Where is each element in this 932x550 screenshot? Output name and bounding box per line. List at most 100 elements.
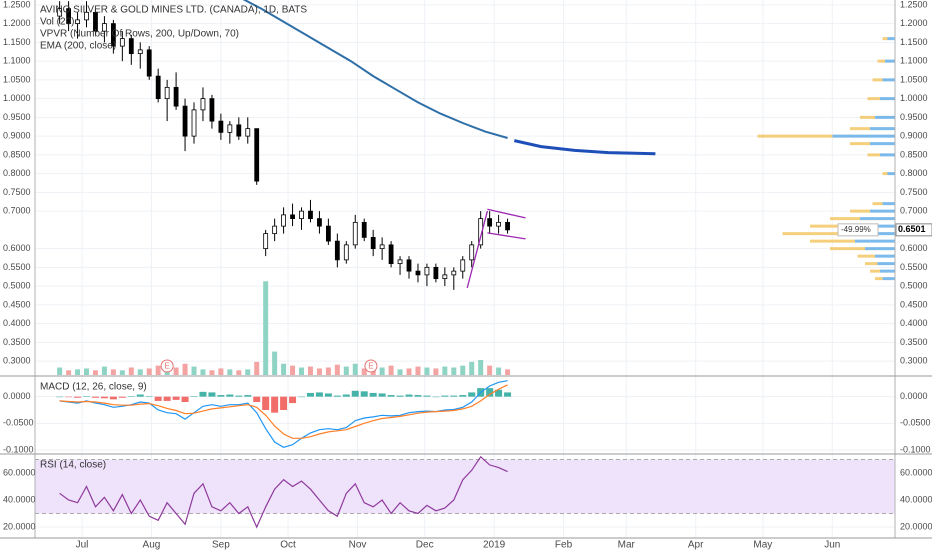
pane-title: RSI (14, close) [40, 460, 106, 471]
y-tick-label: 1.1500 [900, 37, 928, 47]
y-tick-label: 0.5000 [3, 281, 31, 291]
vpvr-down-bar [872, 78, 883, 82]
y-tick-label: 1.2000 [3, 18, 31, 28]
y-tick-label: 1.2500 [900, 0, 928, 9]
y-tick-label: 0.8500 [900, 149, 928, 159]
y-tick-label: -0.0500 [3, 418, 34, 428]
vpvr-up-bar [860, 217, 895, 221]
candle-body [469, 244, 475, 261]
vpvr-up-bar [855, 239, 895, 243]
volume-bar [119, 370, 125, 375]
volume-bar [451, 367, 457, 375]
ema-line [242, 0, 508, 139]
candle-body [75, 19, 80, 25]
volume-bar [254, 361, 260, 375]
vpvr-up-bar [875, 254, 895, 258]
histogram-bar [342, 394, 350, 397]
x-tick-label: Aug [143, 540, 161, 550]
volume-bar [379, 367, 385, 375]
y-tick-label: 1.0000 [3, 93, 31, 103]
histogram-bar [118, 396, 126, 398]
candle-body [415, 270, 421, 276]
vpvr-down-bar [867, 97, 880, 101]
volume-bar [397, 369, 403, 375]
vpvr-up-bar [887, 172, 895, 176]
last-price-label: 0.6501 [898, 224, 926, 234]
candle-body [442, 274, 448, 280]
vpvr-up-bar [882, 277, 895, 281]
volume-bar [101, 366, 107, 375]
y-tick-label: 60.0000 [3, 467, 36, 477]
macd-pane [56, 380, 512, 448]
vpvr-up-bar [880, 153, 895, 157]
volume-bar [191, 366, 197, 375]
volume-bar [137, 369, 143, 375]
candle-body [164, 86, 170, 100]
vpvr-down-bar [860, 115, 875, 119]
y-tick-label: -0.0500 [900, 418, 931, 428]
candle-body [379, 244, 385, 250]
y-tick-label: 0.3500 [900, 337, 928, 347]
y-tick-label: 0.8000 [900, 168, 928, 178]
volume-bar [110, 369, 116, 375]
candle-body [173, 86, 179, 107]
candle-body [343, 244, 349, 261]
volume-bar [487, 365, 493, 375]
candle-body [137, 49, 143, 55]
rsi-line [59, 455, 508, 529]
candle-body [93, 11, 98, 32]
vpvr-down-bar [830, 217, 860, 221]
y-tick-label: 0.7000 [900, 206, 928, 216]
y-tick-label: 60.0000 [900, 467, 932, 477]
earnings-marker [364, 359, 378, 373]
volume-bar [75, 369, 81, 375]
vpvr-down-bar [810, 239, 855, 243]
y-tick-label: 0.4500 [3, 299, 31, 309]
y-tick-label: 20.0000 [3, 521, 36, 531]
rsi-band [35, 459, 895, 514]
vpvr-down-bar [867, 153, 880, 157]
x-tick-label: Dec [416, 540, 434, 550]
vpvr-down-bar [810, 224, 850, 228]
candle-body [236, 124, 242, 137]
histogram-bar [423, 395, 431, 397]
volume-bar [325, 367, 331, 375]
volume-bar [227, 369, 233, 375]
y-tick-label: 1.2000 [900, 18, 928, 28]
y-tick-label: 0.5500 [3, 262, 31, 272]
y-tick-label: 0.9000 [900, 131, 928, 141]
pane-title: MACD (12, 26, close, 9) [40, 382, 147, 393]
vpvr-down-bar [850, 127, 870, 131]
candle-body [254, 128, 260, 182]
histogram-bar [333, 395, 341, 397]
histogram-bar [65, 396, 73, 398]
candle-body [290, 214, 295, 220]
candle-body [272, 225, 278, 235]
trend-line [487, 232, 526, 240]
vpvr-up-bar [865, 247, 895, 251]
histogram-bar [459, 395, 467, 397]
candle-body [84, 11, 89, 21]
y-tick-label: 0.4500 [900, 299, 928, 309]
volume-bar [415, 366, 421, 375]
trend-line [466, 210, 489, 289]
x-tick-label: Sep [212, 540, 230, 550]
volume-bar [57, 367, 63, 375]
candle-body [406, 259, 412, 272]
histogram-bar [136, 394, 144, 397]
histogram-bar [74, 396, 82, 398]
histogram-bar [405, 394, 413, 397]
volume-bar [334, 364, 340, 375]
candle-body [227, 124, 233, 133]
histogram-bar [172, 396, 180, 400]
vpvr-up-bar [880, 269, 895, 273]
candle-body [370, 236, 376, 250]
histogram-bar [387, 395, 395, 397]
y-tick-label: 0.7500 [900, 187, 928, 197]
histogram-bar [100, 396, 108, 399]
histogram-bar [414, 395, 422, 397]
y-tick-label: 1.0500 [3, 74, 31, 84]
volume-bar [460, 365, 466, 375]
